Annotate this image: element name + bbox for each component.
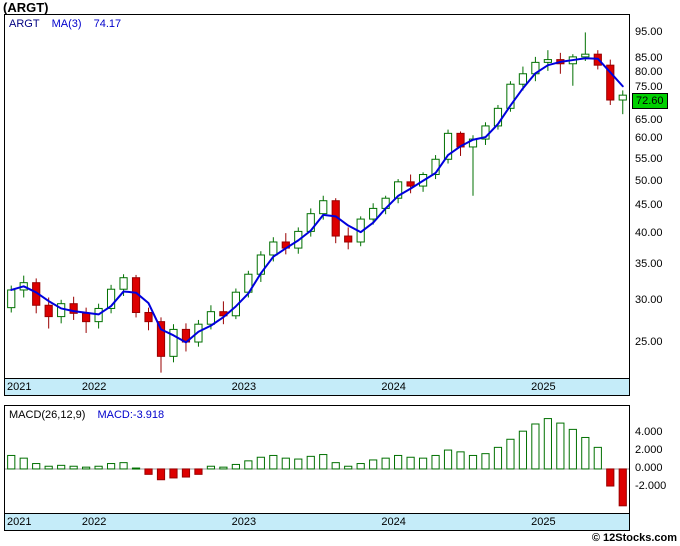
x-axis-year-label: 2024 <box>381 516 406 528</box>
price-axis-label: 95.00 <box>635 25 663 38</box>
macd-value-axis: 4.000 2.000 0.000 -2.000 <box>631 406 680 530</box>
price-axis-label: 80.00 <box>635 65 663 78</box>
macd-date-axis: 2021 2022 2023 2024 2025 <box>5 513 629 530</box>
candlestick-chart <box>7 32 627 373</box>
price-axis-label: 50.00 <box>635 174 663 187</box>
x-axis-year-label: 2021 <box>7 381 32 393</box>
macd-histogram <box>5 418 629 507</box>
x-axis-year-label: 2022 <box>81 516 107 528</box>
price-axis-label: 65.00 <box>635 113 663 126</box>
x-axis-year-label: 2025 <box>531 516 556 528</box>
page-title: (ARGT) <box>3 0 49 15</box>
price-chart-legend: ARGT MA(3) 74.17 <box>9 18 130 30</box>
price-axis-label: 25.00 <box>635 335 663 348</box>
price-axis-label: 45.00 <box>635 199 663 212</box>
site-credit: © 12Stocks.com <box>591 532 677 544</box>
x-axis-year-label: 2023 <box>231 516 257 528</box>
ma-value: 74.17 <box>93 18 122 30</box>
x-axis-year-label: 2021 <box>7 516 32 528</box>
macd-value-label: MACD:-3.918 <box>97 409 165 421</box>
macd-axis-label: 0.000 <box>635 461 663 474</box>
ticker-symbol: ARGT <box>9 18 40 30</box>
macd-params-label: MACD(26,12,9) <box>9 409 86 421</box>
last-price-badge: 72.60 <box>632 93 668 110</box>
x-axis-year-label: 2025 <box>531 381 556 393</box>
price-axis-label: 75.00 <box>635 80 663 93</box>
price-chart-panel: ARGT MA(3) 74.17 2021 2022 2023 2024 2025 <box>4 14 630 396</box>
price-axis-label: 85.00 <box>635 51 663 64</box>
macd-axis-label: 2.000 <box>635 443 663 456</box>
price-axis: 72.60 95.00 85.00 80.00 75.00 65.00 60.00 55.0… <box>631 15 680 395</box>
x-axis-year-label: 2022 <box>81 381 107 393</box>
price-axis-label: 35.00 <box>635 257 663 270</box>
price-axis-label: 40.00 <box>635 226 663 239</box>
ma-label: MA(3) <box>51 18 82 30</box>
x-axis-year-label: 2023 <box>231 381 257 393</box>
price-axis-label: 60.00 <box>635 132 663 145</box>
macd-axis-label: -2.000 <box>635 479 667 492</box>
macd-legend: MACD(26,12,9) MACD:-3.918 <box>9 409 173 421</box>
price-axis-label: 55.00 <box>635 152 663 165</box>
price-chart-date-axis: 2021 2022 2023 2024 2025 <box>5 378 629 395</box>
macd-axis-label: 4.000 <box>635 425 663 438</box>
x-axis-year-label: 2024 <box>381 381 406 393</box>
price-axis-label: 30.00 <box>635 293 663 306</box>
macd-panel: MACD(26,12,9) MACD:-3.918 2021 2022 2023 20… <box>4 405 630 531</box>
